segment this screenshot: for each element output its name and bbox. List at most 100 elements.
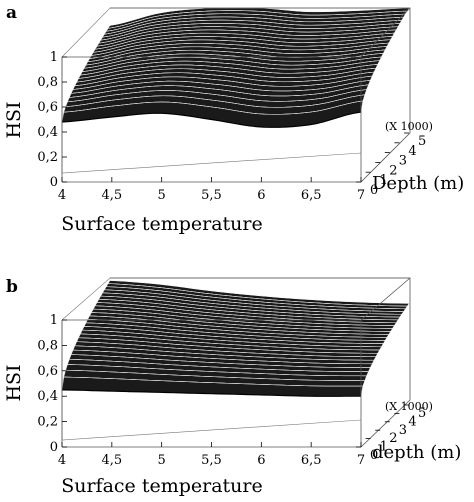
z-tick-label-b: 0,4 xyxy=(37,389,58,404)
x-tick-label-a: 4,5 xyxy=(101,188,122,203)
z-tick-label-a: 0 xyxy=(50,175,58,190)
surface-depth-line-a xyxy=(85,49,386,66)
x-ticks-a: 4 4,5 5 5,5 6 6,5 7 xyxy=(58,177,365,203)
surface-front-edge-b xyxy=(61,389,361,397)
y-tick-label-a: 1 xyxy=(380,173,388,188)
surface-depth-line-a xyxy=(82,56,382,72)
y-tick-label-a: 5 xyxy=(418,134,426,149)
z-tick-label-a: 0,4 xyxy=(37,125,58,140)
surface-depth-line-b xyxy=(80,333,380,351)
x-tick-label-a: 5,5 xyxy=(201,188,222,203)
surface-depth-line-a xyxy=(100,23,400,41)
surface-depth-line-a xyxy=(63,100,363,115)
surface-depth-line-b xyxy=(76,341,376,357)
surface-depth-line-b xyxy=(89,315,389,335)
surface-depth-line-b xyxy=(84,326,384,344)
surface-depth-line-a xyxy=(67,89,367,103)
surface-depth-line-b xyxy=(73,349,373,365)
y-tick-label-b: 2 xyxy=(389,431,397,446)
x-axis-title-b: Surface temperature xyxy=(61,475,263,497)
y-tick-label-b: 5 xyxy=(418,406,426,421)
surface-depth-line-b xyxy=(67,364,367,377)
surface-depth-line-a xyxy=(97,29,397,47)
y-axis-title-b: depth (m) xyxy=(372,442,461,463)
surface-depth-line-a xyxy=(76,67,376,83)
surface-depth-line-b xyxy=(63,376,363,387)
z-axis-title-a: HSI xyxy=(3,101,25,138)
x-tick-label-a: 6,5 xyxy=(301,188,322,203)
y-tick-label-b: 3 xyxy=(399,423,407,438)
z-tick-label-b: 0,2 xyxy=(37,415,58,430)
z-tick-label-b: 0,6 xyxy=(37,364,58,379)
surface-front-edge-a xyxy=(61,111,362,128)
surface-depth-line-a xyxy=(93,36,393,53)
surface-depth-line-b xyxy=(106,286,406,310)
y-tick-label-b: 0 xyxy=(370,448,378,463)
surface-b xyxy=(61,280,410,397)
surface-depth-line-b xyxy=(65,369,365,381)
surface-depth-line-b xyxy=(78,337,378,354)
surface-depth-line-a xyxy=(65,94,365,108)
x-tick-label-b: 4 xyxy=(58,453,66,468)
surface-depth-line-a xyxy=(106,13,406,32)
z-ticks-b: 0 0,2 0,4 0,6 0,8 1 xyxy=(37,313,67,455)
panel-label-a: a xyxy=(6,3,17,23)
surface-depth-line-a xyxy=(69,84,369,98)
x-ticks-b: 4 4,5 5 5,5 6 6,5 7 xyxy=(58,442,365,468)
y-tick-label-a: 0 xyxy=(370,183,378,198)
y-tick-label-b: 4 xyxy=(408,414,416,429)
x-tick-label-b: 5,5 xyxy=(201,453,222,468)
surface-depth-line-b xyxy=(71,354,371,368)
z-tick-label-a: 1 xyxy=(50,50,58,65)
panel-label-b: b xyxy=(6,277,18,297)
surface-depth-line-b xyxy=(85,322,386,341)
y-tick-label-a: 3 xyxy=(399,154,407,169)
surface-depth-line-b xyxy=(98,299,398,321)
surface-depth-line-b xyxy=(82,329,382,348)
surface-depth-line-a xyxy=(84,53,384,69)
surface-depth-line-b xyxy=(74,345,374,361)
x-tick-label-a: 5 xyxy=(158,188,166,203)
surface-depth-line-a xyxy=(78,64,378,79)
surface-depth-line-b xyxy=(91,312,391,332)
surface-depth-line-b xyxy=(87,319,387,338)
surface-depth-line-b xyxy=(102,292,402,315)
depth-multiplier-note-a: (X 1000) xyxy=(385,120,433,133)
surface-depth-line-a xyxy=(104,16,404,35)
y-tick-label-b: 1 xyxy=(380,440,388,455)
surface-depth-line-a xyxy=(74,71,374,86)
surface-depth-line-a xyxy=(89,42,389,59)
depth-multiplier-note-b: (X 1000) xyxy=(385,400,433,413)
x-tick-label-a: 4 xyxy=(58,188,66,203)
y-axis-title-a: Depth (m) xyxy=(372,173,464,194)
z-axis-title-b: HSI xyxy=(3,364,25,401)
surface-depth-line-b xyxy=(104,289,404,312)
surface-depth-line-b xyxy=(69,359,369,372)
x-tick-label-a: 6 xyxy=(257,188,265,203)
y-tick-label-a: 2 xyxy=(389,163,397,178)
surface-depth-line-a xyxy=(87,46,387,63)
surface-depth-line-a xyxy=(80,60,380,76)
z-tick-label-a: 0,8 xyxy=(37,75,58,90)
surface-a xyxy=(61,7,410,128)
x-axis-title-a: Surface temperature xyxy=(61,213,263,235)
x-tick-label-a: 7 xyxy=(357,188,365,203)
surface-depth-line-a xyxy=(91,39,391,56)
surface-depth-line-b xyxy=(97,302,397,324)
x-tick-label-b: 6 xyxy=(257,453,265,468)
surface-depth-line-a xyxy=(71,80,371,94)
z-tick-label-b: 0,8 xyxy=(37,338,58,353)
surface-depth-line-b xyxy=(95,305,395,326)
y-tick-label-a: 4 xyxy=(408,144,416,159)
x-tick-label-b: 6,5 xyxy=(301,453,322,468)
z-tick-label-b: 0 xyxy=(50,440,58,455)
surface-depth-line-a xyxy=(73,75,373,90)
x-tick-label-b: 7 xyxy=(357,453,365,468)
surface-depth-line-b xyxy=(93,308,393,329)
